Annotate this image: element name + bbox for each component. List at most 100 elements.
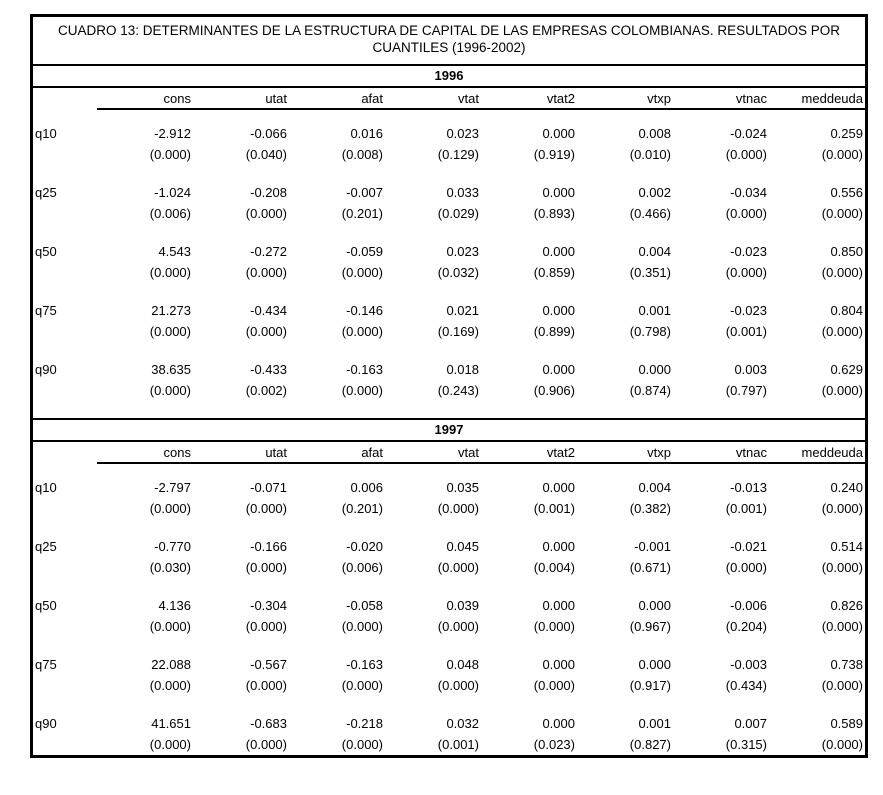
quantile-label-spacer — [33, 203, 97, 224]
column-header: cons — [97, 88, 193, 110]
pval-cell: (0.000) — [821, 737, 863, 752]
pval-cell: (0.000) — [533, 678, 575, 693]
coef-cell: -0.433 — [250, 362, 287, 377]
coef-cell: -0.567 — [250, 657, 287, 672]
header-label-spacer — [33, 88, 97, 109]
coef-cell: 0.039 — [446, 598, 479, 613]
coef-cell: 0.045 — [446, 539, 479, 554]
pval-cell: (0.001) — [533, 501, 575, 516]
coef-cell: 0.629 — [830, 362, 863, 377]
coef-cell: 0.240 — [830, 480, 863, 495]
pval-cell: (0.967) — [629, 619, 671, 634]
coefficient-row: q50 4.543 -0.272 -0.059 0.023 0.000 0.004 -0.02… — [33, 241, 865, 262]
pval-cell: (0.000) — [341, 265, 383, 280]
spacer-cell — [33, 696, 865, 713]
column-header: vtxp — [577, 88, 673, 110]
pval-cell: (0.000) — [725, 560, 767, 575]
coef-cell: -0.058 — [346, 598, 383, 613]
pval-cell: (0.797) — [725, 383, 767, 398]
pval-cell: (0.000) — [725, 265, 767, 280]
coef-cell: -0.304 — [250, 598, 287, 613]
pval-cell: (0.000) — [533, 619, 575, 634]
pval-cell: (0.001) — [725, 324, 767, 339]
quantile-label-spacer — [33, 498, 97, 519]
quantile-label-spacer — [33, 262, 97, 283]
spacer-cell — [33, 109, 865, 123]
pval-cell: (0.917) — [629, 678, 671, 693]
header-row: cons utat afat vtat vtat2 vtxp vtnac meddeuda — [33, 88, 865, 110]
year-heading: 1997 — [33, 418, 865, 442]
column-header: vtxp — [577, 442, 673, 464]
pval-cell: (0.671) — [629, 560, 671, 575]
quantile-label-spacer — [33, 321, 97, 342]
spacer-row — [33, 224, 865, 241]
coef-cell: 0.021 — [446, 303, 479, 318]
pval-cell: (0.000) — [149, 383, 191, 398]
pvalue-row: (0.000) (0.000) (0.000) (0.000) (0.000) (0.96… — [33, 616, 865, 637]
pval-cell: (0.893) — [533, 206, 575, 221]
coef-cell: 0.008 — [638, 126, 671, 141]
pval-cell: (0.874) — [629, 383, 671, 398]
pvalue-row: (0.000) (0.000) (0.000) (0.032) (0.859) (0.35… — [33, 262, 865, 283]
pval-cell: (0.032) — [437, 265, 479, 280]
pvalue-row: (0.030) (0.000) (0.006) (0.000) (0.004) (0.67… — [33, 557, 865, 578]
pval-cell: (0.000) — [245, 501, 287, 516]
coef-cell: 21.273 — [151, 303, 191, 318]
pval-cell: (0.000) — [341, 619, 383, 634]
coef-cell: 0.006 — [350, 480, 383, 495]
coef-cell: 0.002 — [638, 185, 671, 200]
coef-cell: -2.912 — [154, 126, 191, 141]
coef-cell: -0.034 — [730, 185, 767, 200]
coef-cell: 0.000 — [638, 657, 671, 672]
coef-cell: -2.797 — [154, 480, 191, 495]
coefficient-row: q10 -2.912 -0.066 0.016 0.023 0.000 0.008 -0.02… — [33, 123, 865, 144]
spacer-row — [33, 283, 865, 300]
quantile-label: q50 — [35, 244, 57, 259]
coef-cell: -0.007 — [346, 185, 383, 200]
quantile-label-spacer — [33, 734, 97, 755]
spacer-cell — [33, 165, 865, 182]
pval-cell: (0.906) — [533, 383, 575, 398]
year-heading: 1996 — [33, 66, 865, 88]
coef-cell: 4.543 — [158, 244, 191, 259]
table-sections: 1996 cons utat afat vtat vtat2 vtxp vtnac meddeu… — [33, 66, 865, 755]
coef-cell: -1.024 — [154, 185, 191, 200]
column-header: cons — [97, 442, 193, 464]
pval-cell: (0.029) — [437, 206, 479, 221]
pval-cell: (0.000) — [341, 324, 383, 339]
coef-cell: -0.163 — [346, 657, 383, 672]
coef-cell: -0.683 — [250, 716, 287, 731]
coefficient-row: q25 -0.770 -0.166 -0.020 0.045 0.000 -0.001 -0.… — [33, 536, 865, 557]
coef-cell: 0.738 — [830, 657, 863, 672]
pval-cell: (0.000) — [437, 501, 479, 516]
header-row: cons utat afat vtat vtat2 vtxp vtnac meddeuda — [33, 442, 865, 464]
coef-cell: 4.136 — [158, 598, 191, 613]
pval-cell: (0.000) — [725, 206, 767, 221]
pval-cell: (0.000) — [821, 501, 863, 516]
spacer-row — [33, 109, 865, 123]
pval-cell: (0.000) — [245, 324, 287, 339]
spacer-row — [33, 165, 865, 182]
column-header: vtat — [385, 442, 481, 464]
coef-cell: 0.850 — [830, 244, 863, 259]
pval-cell: (0.315) — [725, 737, 767, 752]
coef-cell: 22.088 — [151, 657, 191, 672]
quantile-label: q75 — [35, 657, 57, 672]
pval-cell: (0.040) — [245, 147, 287, 162]
column-header: afat — [289, 88, 385, 110]
spacer-cell — [33, 519, 865, 536]
coef-cell: -0.001 — [634, 539, 671, 554]
results-table: cons utat afat vtat vtat2 vtxp vtnac meddeuda q1… — [33, 442, 865, 755]
spacer-row — [33, 578, 865, 595]
spacer-cell — [33, 463, 865, 477]
column-header: vtat — [385, 88, 481, 110]
coef-cell: 0.004 — [638, 480, 671, 495]
pval-cell: (0.000) — [245, 560, 287, 575]
pval-cell: (0.008) — [341, 147, 383, 162]
pval-cell: (0.382) — [629, 501, 671, 516]
pval-cell: (0.351) — [629, 265, 671, 280]
pval-cell: (0.000) — [821, 678, 863, 693]
pvalue-row: (0.000) (0.000) (0.000) (0.001) (0.023) (0.82… — [33, 734, 865, 755]
pval-cell: (0.006) — [149, 206, 191, 221]
coef-cell: 0.004 — [638, 244, 671, 259]
